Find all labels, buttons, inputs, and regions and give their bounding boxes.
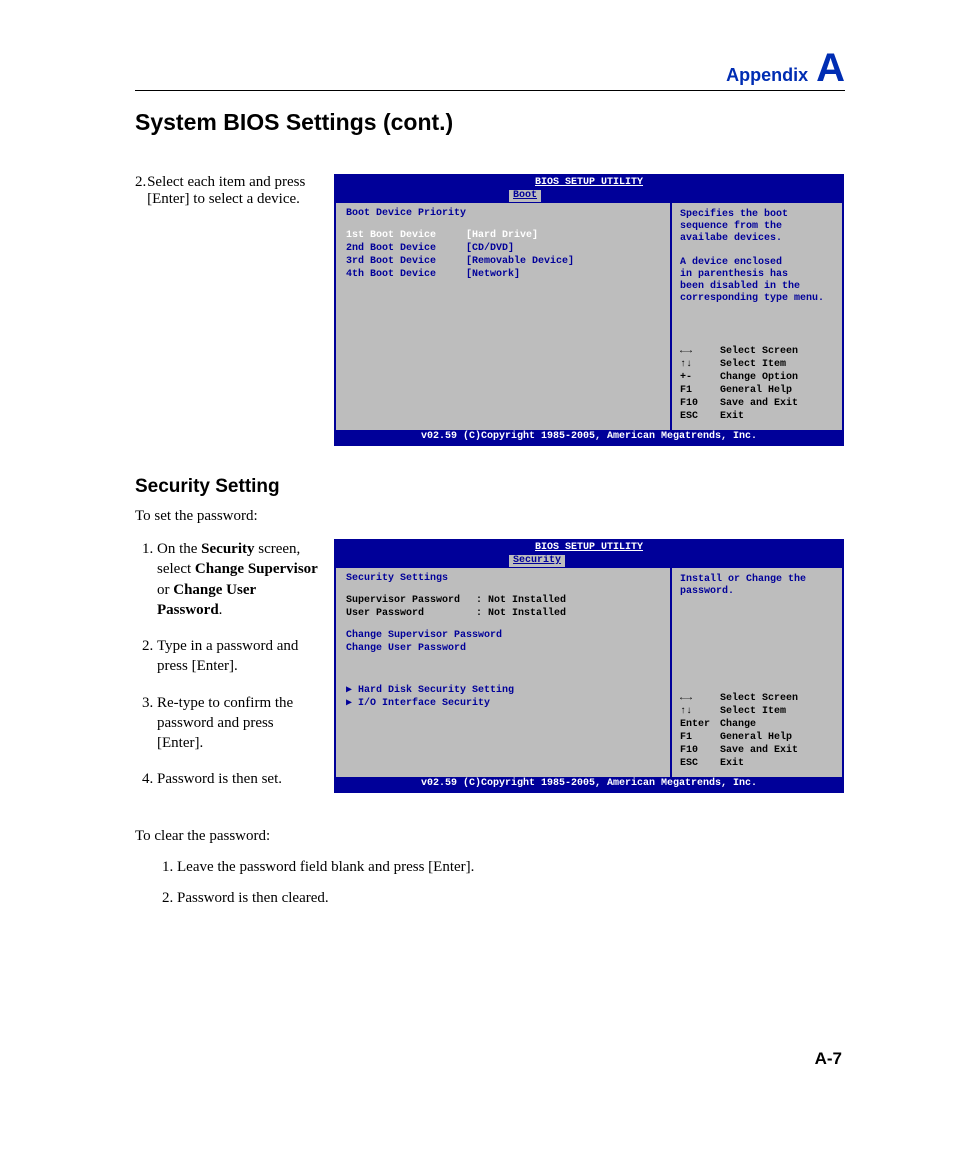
bios1-help-line: in parenthesis has (680, 269, 836, 281)
bios2-main-pane: Security Settings Supervisor Password: N… (336, 568, 672, 777)
bios2-key-hint: F1General Help (680, 732, 836, 744)
clear-step-2: Password is then cleared. (177, 890, 845, 907)
bios2-key-hint: F10Save and Exit (680, 745, 836, 757)
bios2-info-row: User Password: Not Installed (346, 608, 660, 620)
chevron-right-icon: ▶ (346, 685, 352, 697)
bios1-key-hint: F1General Help (680, 385, 836, 397)
bios2-key-hint: ESCExit (680, 758, 836, 770)
security-heading: Security Setting (135, 476, 845, 498)
bios1-key-hint: ↑↓Select Item (680, 359, 836, 371)
bios1-help-line (680, 245, 836, 257)
security-steps: On the Security screen, select Change Su… (135, 539, 320, 806)
bios1-main-pane: Boot Device Priority 1st Boot Device[Har… (336, 203, 672, 430)
bios2-change-row: Change User Password (346, 643, 660, 655)
sec-step-1: On the Security screen, select Change Su… (157, 539, 320, 620)
bios2-tab-security: Security (508, 554, 566, 568)
bios2-submenu-row: ▶I/O Interface Security (346, 698, 660, 710)
bios1-boot-row: 1st Boot Device[Hard Drive] (346, 230, 660, 242)
step2-number: 2. (135, 174, 147, 208)
bios2-info-row: Supervisor Password: Not Installed (346, 595, 660, 607)
bios1-help-line: corresponding type menu. (680, 293, 836, 305)
bios-box-security: BIOS SETUP UTILITY Security Security Set… (334, 539, 844, 793)
bios1-help-line: A device enclosed (680, 257, 836, 269)
bios1-tabbar: Boot (336, 189, 842, 203)
sec-step-4: Password is then set. (157, 769, 320, 789)
bios1-key-hint: +-Change Option (680, 372, 836, 384)
bios2-footer: v02.59 (C)Copyright 1985-2005, American … (336, 777, 842, 791)
bios1-tab-boot: Boot (508, 189, 542, 203)
bios1-footer: v02.59 (C)Copyright 1985-2005, American … (336, 430, 842, 444)
bios1-help-line: sequence from the (680, 221, 836, 233)
sec-step-3: Re-type to confirm the password and pres… (157, 693, 320, 754)
page-header: Appendix A (135, 48, 845, 91)
bios1-help-line: availabe devices. (680, 233, 836, 245)
bios2-help-line: Install or Change the (680, 574, 836, 586)
bios1-help-line: been disabled in the (680, 281, 836, 293)
bios1-key-hint: ESCExit (680, 411, 836, 423)
page-title: System BIOS Settings (cont.) (135, 109, 845, 136)
clear-steps: Leave the password field blank and press… (157, 859, 845, 907)
step2-text: 2. Select each item and press [Enter] to… (135, 174, 320, 208)
bios2-help-line: password. (680, 586, 836, 598)
bios1-boot-row: 3rd Boot Device[Removable Device] (346, 256, 660, 268)
chevron-right-icon: ▶ (346, 698, 352, 710)
bios2-tabbar: Security (336, 554, 842, 568)
bios2-key-hint: EnterChange (680, 719, 836, 731)
appendix-letter: A (816, 48, 845, 88)
sec-step-2: Type in a password and press [Enter]. (157, 636, 320, 677)
bios1-boot-row: 4th Boot Device[Network] (346, 269, 660, 281)
bios1-title: BIOS SETUP UTILITY (336, 176, 842, 189)
to-set-text: To set the password: (135, 508, 845, 525)
bios1-heading: Boot Device Priority (346, 208, 660, 220)
step2-body: Select each item and press [Enter] to se… (147, 174, 320, 208)
bios2-key-hint: ↑↓Select Item (680, 706, 836, 718)
bios2-key-hint: ←→Select Screen (680, 693, 836, 705)
bios2-heading: Security Settings (346, 573, 660, 585)
bios1-help-pane: Specifies the bootsequence from theavail… (672, 203, 842, 430)
bios1-help-line: Specifies the boot (680, 209, 836, 221)
bios1-boot-row: 2nd Boot Device[CD/DVD] (346, 243, 660, 255)
bios2-help-pane: Install or Change thepassword. ←→Select … (672, 568, 842, 777)
bios1-key-hint: ←→Select Screen (680, 346, 836, 358)
to-clear-text: To clear the password: (135, 828, 845, 845)
appendix-label: Appendix (726, 65, 808, 86)
page-number: A-7 (815, 1049, 842, 1069)
bios1-key-hint: F10Save and Exit (680, 398, 836, 410)
bios-box-boot: BIOS SETUP UTILITY Boot Boot Device Prio… (334, 174, 844, 446)
bios2-submenu-row: ▶Hard Disk Security Setting (346, 685, 660, 697)
bios2-change-row: Change Supervisor Password (346, 630, 660, 642)
clear-step-1: Leave the password field blank and press… (177, 859, 845, 876)
bios2-title: BIOS SETUP UTILITY (336, 541, 842, 554)
